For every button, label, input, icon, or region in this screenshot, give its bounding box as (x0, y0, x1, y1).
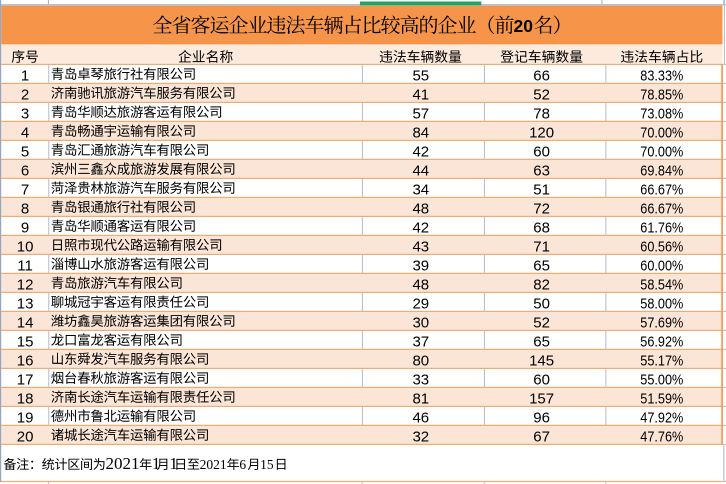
svg-text:12: 12 (17, 277, 34, 294)
svg-text:44: 44 (412, 163, 429, 180)
svg-text:60: 60 (533, 144, 550, 161)
svg-text:47.76%: 47.76% (640, 429, 683, 446)
svg-text:78.85%: 78.85% (640, 87, 683, 104)
svg-text:96: 96 (533, 410, 550, 427)
svg-text:47.92%: 47.92% (640, 410, 683, 427)
svg-text:73.08%: 73.08% (640, 106, 683, 123)
svg-text:52: 52 (533, 315, 550, 332)
svg-text:6: 6 (21, 163, 29, 180)
svg-text:4: 4 (21, 125, 29, 142)
svg-text:29: 29 (412, 296, 429, 313)
svg-text:34: 34 (412, 182, 429, 199)
svg-text:57: 57 (412, 106, 429, 123)
svg-text:42: 42 (412, 220, 429, 237)
svg-text:58.00%: 58.00% (640, 296, 683, 313)
svg-text:72: 72 (533, 201, 550, 218)
svg-text:60.56%: 60.56% (640, 239, 683, 256)
svg-text:16: 16 (17, 353, 34, 370)
svg-text:5: 5 (21, 144, 29, 161)
svg-text:55.00%: 55.00% (640, 372, 683, 389)
svg-text:70.00%: 70.00% (640, 125, 683, 142)
svg-text:50: 50 (533, 296, 550, 313)
svg-text:46: 46 (412, 410, 429, 427)
svg-text:66.67%: 66.67% (640, 201, 683, 218)
svg-text:57.69%: 57.69% (640, 315, 683, 332)
svg-text:61.76%: 61.76% (640, 220, 683, 237)
svg-text:60.00%: 60.00% (640, 258, 683, 275)
svg-text:65: 65 (533, 258, 550, 275)
svg-text:145: 145 (529, 353, 554, 370)
svg-text:1: 1 (21, 68, 29, 85)
svg-text:55.17%: 55.17% (640, 353, 683, 370)
svg-text:70.00%: 70.00% (640, 144, 683, 161)
svg-text:48: 48 (412, 201, 429, 218)
svg-text:32: 32 (412, 429, 429, 446)
svg-text:2021: 2021 (105, 454, 139, 473)
svg-text:58.54%: 58.54% (640, 277, 683, 294)
svg-text:66.67%: 66.67% (640, 182, 683, 199)
svg-text:52: 52 (533, 87, 550, 104)
svg-text:51.59%: 51.59% (640, 391, 683, 408)
svg-text:78: 78 (533, 106, 550, 123)
svg-text:37: 37 (412, 334, 429, 351)
svg-text:60: 60 (533, 372, 550, 389)
svg-text:69.84%: 69.84% (640, 163, 683, 180)
svg-text:2: 2 (21, 87, 29, 104)
svg-text:1: 1 (152, 454, 161, 473)
svg-text:83.33%: 83.33% (640, 68, 683, 85)
svg-text:41: 41 (412, 87, 429, 104)
svg-text:157: 157 (529, 391, 554, 408)
svg-text:33: 33 (412, 372, 429, 389)
svg-text:13: 13 (17, 296, 34, 313)
svg-text:68: 68 (533, 220, 550, 237)
svg-text:7: 7 (21, 182, 29, 199)
svg-text:81: 81 (412, 391, 429, 408)
svg-text:55: 55 (412, 68, 429, 85)
svg-text:1: 1 (169, 454, 178, 473)
svg-text:17: 17 (17, 372, 34, 389)
svg-text:71: 71 (533, 239, 550, 256)
svg-text:30: 30 (412, 315, 429, 332)
svg-text:63: 63 (533, 163, 550, 180)
svg-text:6: 6 (239, 457, 246, 472)
svg-text:84: 84 (412, 125, 429, 142)
svg-text:65: 65 (533, 334, 550, 351)
svg-text:18: 18 (17, 391, 34, 408)
svg-text:19: 19 (17, 410, 34, 427)
svg-text:15: 15 (17, 334, 34, 351)
svg-text:8: 8 (21, 201, 29, 218)
svg-text:82: 82 (533, 277, 550, 294)
svg-text:39: 39 (412, 258, 429, 275)
svg-text:14: 14 (17, 315, 34, 332)
svg-text:15: 15 (260, 457, 274, 472)
svg-text:43: 43 (412, 239, 429, 256)
svg-text:10: 10 (17, 239, 34, 256)
svg-text:66: 66 (533, 68, 550, 85)
svg-text:20: 20 (514, 16, 534, 36)
svg-text:42: 42 (412, 144, 429, 161)
svg-text:80: 80 (412, 353, 429, 370)
svg-text:9: 9 (21, 220, 29, 237)
svg-text:56.92%: 56.92% (640, 334, 683, 351)
svg-text:2021: 2021 (200, 457, 227, 472)
svg-text:3: 3 (21, 106, 29, 123)
svg-text:48: 48 (412, 277, 429, 294)
svg-text:11: 11 (17, 258, 33, 275)
svg-text:120: 120 (529, 125, 554, 142)
svg-text:51: 51 (533, 182, 550, 199)
svg-text:20: 20 (17, 429, 34, 446)
svg-text:67: 67 (533, 429, 550, 446)
